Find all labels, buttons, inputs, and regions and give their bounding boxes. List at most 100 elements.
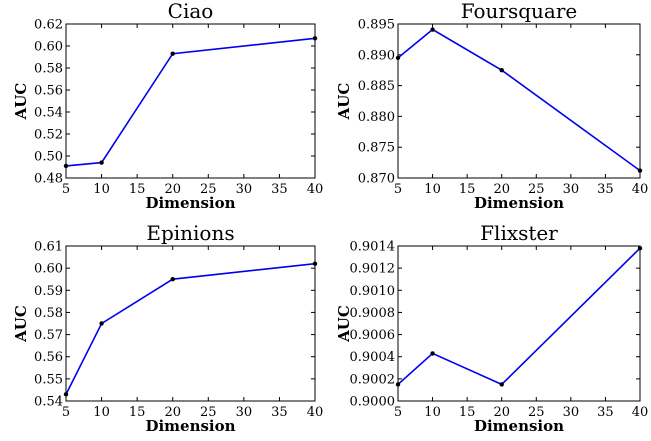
x-tick-label: 10 bbox=[424, 182, 441, 197]
y-axis-label: AUC bbox=[12, 83, 30, 121]
x-tick-label: 5 bbox=[62, 182, 70, 197]
chart-panel-3: Epinions 5 10 15 20 25 30 35 40 0.54 0.55 0.56 0.57 0… bbox=[12, 221, 323, 435]
x-tick-label: 30 bbox=[236, 182, 253, 197]
chart-panel-4: Flixster 5 10 15 20 25 30 35 40 0.9000 0.9002 0.900… bbox=[335, 221, 648, 435]
y-tick-label: 0.58 bbox=[34, 306, 63, 321]
y-tick-label: 0.9002 bbox=[350, 372, 396, 387]
x-tick-label: 35 bbox=[597, 182, 614, 197]
chart-title: Flixster bbox=[480, 221, 558, 245]
y-tick-label: 0.9012 bbox=[350, 262, 396, 277]
x-tick-label: 10 bbox=[93, 405, 110, 420]
x-tick-label: 15 bbox=[129, 182, 146, 197]
y-tick-label: 0.50 bbox=[34, 150, 63, 165]
x-tick-label: 35 bbox=[597, 405, 614, 420]
y-tick-label: 0.62 bbox=[34, 18, 63, 33]
data-point bbox=[170, 277, 175, 282]
data-point bbox=[63, 163, 69, 169]
x-tick-label: 15 bbox=[129, 405, 146, 420]
y-tick-label: 0.9010 bbox=[350, 284, 396, 299]
y-tick-label: 0.885 bbox=[358, 79, 395, 94]
series-line bbox=[65, 262, 316, 395]
y-tick-label: 0.54 bbox=[34, 395, 63, 410]
x-tick-label: 25 bbox=[200, 405, 217, 420]
x-tick-label: 35 bbox=[271, 182, 288, 197]
y-tick-label: 0.9004 bbox=[350, 350, 396, 365]
x-tick-label: 40 bbox=[632, 405, 649, 420]
data-point bbox=[637, 246, 643, 251]
y-tick-label: 0.56 bbox=[34, 84, 63, 99]
plot-frame bbox=[397, 23, 641, 179]
data-point bbox=[430, 351, 435, 356]
x-tick-label: 25 bbox=[528, 182, 545, 197]
data-point bbox=[499, 382, 504, 387]
x-tick-label: 20 bbox=[164, 182, 181, 197]
y-tick-label: 0.60 bbox=[34, 262, 63, 277]
data-point bbox=[395, 55, 401, 61]
x-axis-label: Dimension bbox=[474, 194, 564, 212]
data-point bbox=[312, 36, 318, 41]
chart-panel-1: Ciao 5 10 15 20 25 30 35 40 0.48 0.50 0.52 0.54 0.56 0… bbox=[12, 0, 323, 212]
y-tick-label: 0.59 bbox=[34, 284, 63, 299]
data-point bbox=[99, 160, 104, 165]
series-line bbox=[397, 28, 641, 172]
chart-title: Epinions bbox=[146, 221, 234, 245]
y-axis-label: AUC bbox=[12, 305, 30, 343]
y-tick-label: 0.9014 bbox=[350, 240, 396, 255]
x-tick-label: 40 bbox=[307, 182, 324, 197]
x-axis-label: Dimension bbox=[145, 194, 235, 212]
x-tick-label: 5 bbox=[394, 405, 402, 420]
x-tick-label: 20 bbox=[164, 405, 181, 420]
x-axis-label: Dimension bbox=[474, 417, 564, 435]
x-tick-label: 40 bbox=[307, 405, 324, 420]
y-tick-label: 0.61 bbox=[34, 240, 63, 255]
chart-title: Foursquare bbox=[461, 0, 578, 23]
y-tick-label: 0.9006 bbox=[350, 328, 396, 343]
chart-panel-2: Foursquare 5 10 15 20 25 30 35 40 0.870 0.875 0.880… bbox=[335, 0, 648, 212]
y-tick-label: 0.58 bbox=[34, 62, 63, 77]
x-tick-label: 25 bbox=[528, 405, 545, 420]
x-tick-label: 5 bbox=[62, 405, 70, 420]
y-tick-label: 0.895 bbox=[358, 18, 395, 33]
plot-frame bbox=[65, 23, 316, 179]
y-tick-label: 0.870 bbox=[358, 172, 395, 187]
x-tick-label: 40 bbox=[632, 182, 649, 197]
y-tick-label: 0.56 bbox=[34, 350, 63, 365]
chart-title: Ciao bbox=[168, 0, 214, 23]
x-tick-label: 30 bbox=[236, 405, 253, 420]
y-tick-label: 0.880 bbox=[358, 110, 395, 125]
x-tick-label: 35 bbox=[271, 405, 288, 420]
data-point bbox=[430, 27, 435, 32]
y-axis-label: AUC bbox=[335, 305, 353, 343]
data-point bbox=[499, 68, 504, 73]
data-point bbox=[395, 382, 401, 387]
series-line bbox=[397, 247, 641, 386]
y-tick-label: 0.9008 bbox=[350, 306, 396, 321]
data-point bbox=[637, 168, 643, 173]
data-point bbox=[312, 261, 318, 266]
y-tick-label: 0.54 bbox=[34, 106, 63, 121]
series-line bbox=[65, 37, 316, 167]
data-point bbox=[63, 392, 69, 397]
x-tick-label: 15 bbox=[459, 182, 476, 197]
x-tick-label: 5 bbox=[394, 182, 402, 197]
x-tick-label: 10 bbox=[93, 182, 110, 197]
y-axis-label: AUC bbox=[335, 83, 353, 121]
plot-frame bbox=[65, 245, 316, 402]
x-tick-label: 30 bbox=[563, 182, 580, 197]
y-tick-label: 0.57 bbox=[34, 328, 63, 343]
y-tick-label: 0.9000 bbox=[350, 395, 396, 410]
y-tick-label: 0.48 bbox=[34, 172, 63, 187]
y-tick-label: 0.875 bbox=[358, 141, 395, 156]
data-point bbox=[99, 321, 104, 326]
x-tick-label: 15 bbox=[459, 405, 476, 420]
y-tick-label: 0.890 bbox=[358, 48, 395, 63]
data-point bbox=[170, 51, 175, 56]
y-tick-label: 0.52 bbox=[34, 128, 63, 143]
x-tick-label: 30 bbox=[563, 405, 580, 420]
x-tick-label: 25 bbox=[200, 182, 217, 197]
x-axis-label: Dimension bbox=[145, 417, 235, 435]
x-tick-label: 20 bbox=[493, 182, 510, 197]
x-tick-label: 10 bbox=[424, 405, 441, 420]
y-tick-label: 0.60 bbox=[34, 40, 63, 55]
